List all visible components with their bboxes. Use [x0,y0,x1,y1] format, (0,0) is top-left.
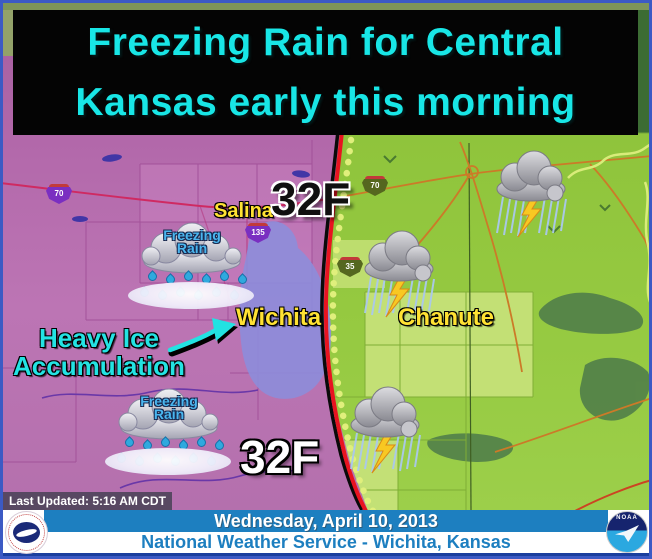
interstate-shield-35: 35 [337,257,363,277]
border-top [0,0,652,3]
title-line-2: Kansas early this morning [75,81,576,124]
thunderstorm-icon-3 [350,386,421,474]
heavy-ice-region [239,221,332,399]
front-line [323,111,368,511]
annotation-arrow-icon [167,318,238,357]
temp-label-north: 32F [271,173,351,225]
freezing-rain-label: Freezing Rain [140,393,198,422]
heavy-ice-annotation: Heavy Ice Accumulation [13,323,185,381]
boundary-scallops [329,136,377,511]
nws-logo-ring [8,514,45,551]
temp-label-south: 32F [240,431,320,483]
last-updated-badge: Last Updated: 5:16 AM CDT [3,492,172,510]
city-label-salina: Salina [214,200,273,222]
ice-ellipse-north [128,282,254,309]
thunderstorm-icon-2 [364,230,435,318]
border-right [649,0,652,559]
freezing-rain-icon-north: Freezing Rain [126,220,258,312]
nws-logo [5,511,48,554]
city-label-chanute: Chanute [398,304,494,331]
noaa-logo-bird-icon [615,525,639,542]
city-label-wichita: Wichita [236,304,322,331]
noaa-logo: NOAA [606,511,648,553]
title-banner: Freezing Rain for Central Kansas early t… [13,10,638,135]
footer-divider [3,553,649,557]
border-left [0,0,3,559]
date-bar: Wednesday, April 10, 2013 [44,510,608,532]
cloud-icon [118,388,219,440]
ice-ellipse-south [105,448,231,475]
freezing-rain-label: Freezing Rain [163,227,221,256]
freezing-rain-icon-south: Freezing Rain [103,386,235,478]
interstate-shield-135: 135 [245,223,271,243]
interstate-shield-70-west: 70 [46,184,72,204]
org-title: National Weather Service - Wichita, Kans… [3,532,649,553]
cloud-icon [141,222,242,274]
title-line-1: Freezing Rain for Central [87,21,564,64]
interstate-shield-70-east: 70 [362,176,388,196]
border-bottom [0,556,652,559]
thunderstorm-icon-1 [496,150,567,238]
